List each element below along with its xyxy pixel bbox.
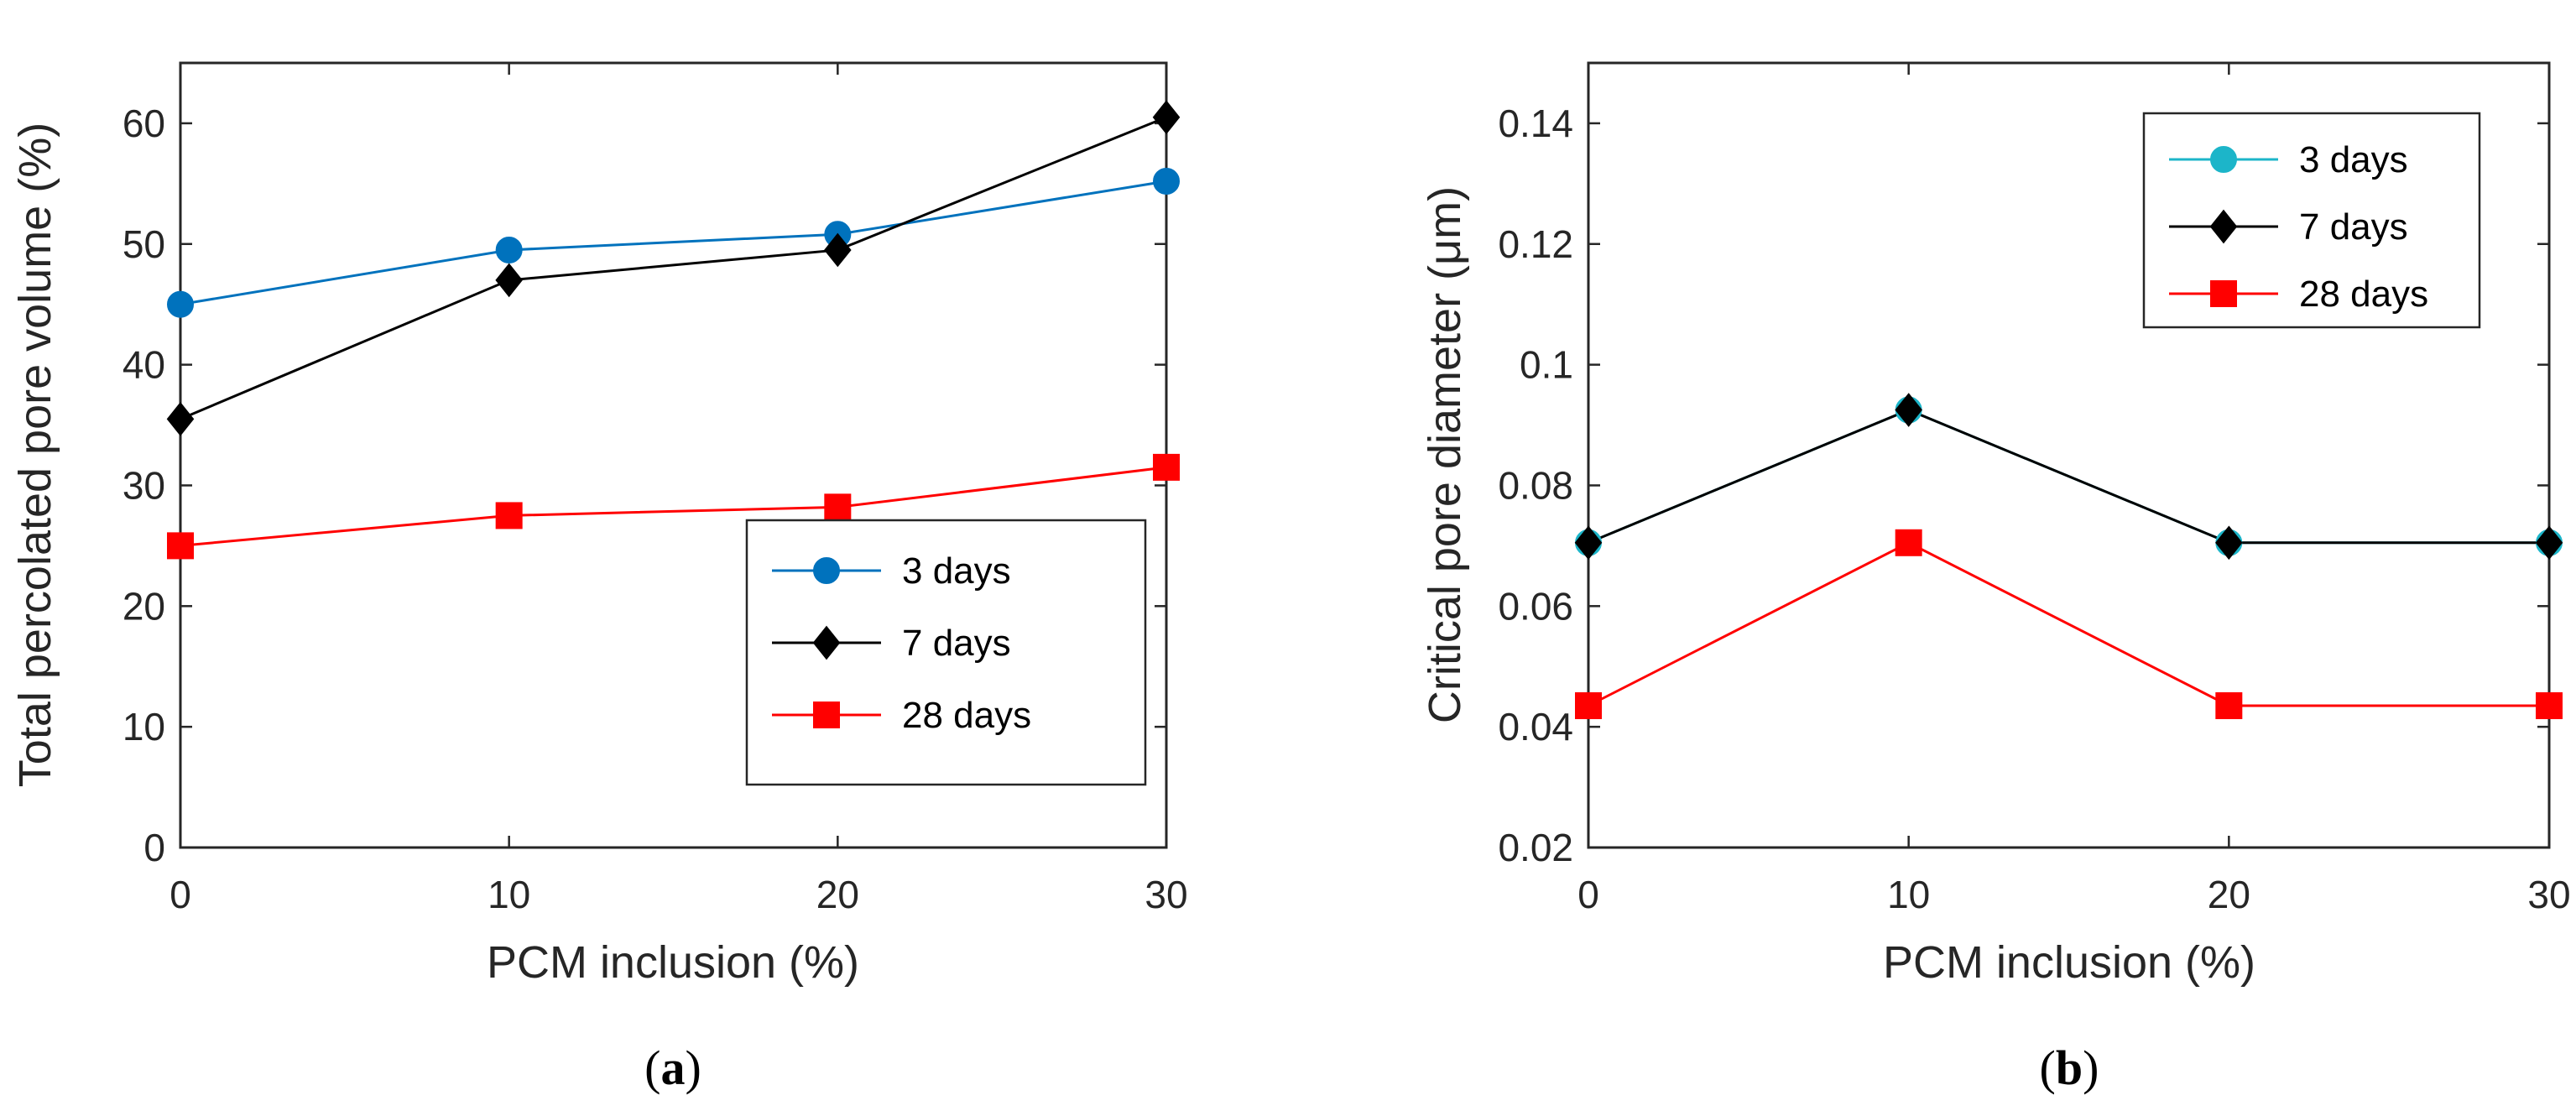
chart-b-caption: (b) [2040, 1041, 2099, 1095]
y-tick-label: 0.14 [1498, 102, 1573, 145]
data-point-3-days [1153, 167, 1180, 195]
x-tick-label: 10 [1887, 873, 1930, 916]
x-tick-label: 10 [488, 873, 530, 916]
y-tick-label: 0.06 [1498, 584, 1573, 628]
legend-marker [2210, 146, 2237, 173]
chart-a-caption: (a) [644, 1041, 701, 1095]
data-point-28-days [2215, 691, 2243, 719]
data-point-7-days [1895, 393, 1922, 427]
legend-label: 28 days [2299, 274, 2428, 315]
data-point-3-days [495, 236, 523, 263]
y-tick-label: 0.04 [1498, 705, 1573, 748]
legend-marker [813, 702, 840, 728]
chart-b-y-axis-label: Critical pore diameter (μm) [1420, 186, 1470, 723]
legend-label: 3 days [902, 550, 1011, 592]
chart-a-y-axis-label: Total percolated pore volume (%) [10, 123, 60, 787]
series-line-7-days [180, 116, 1167, 420]
y-tick-label: 0.12 [1498, 222, 1573, 266]
legend-marker [813, 557, 840, 584]
y-tick-label: 0.08 [1498, 463, 1573, 507]
data-point-28-days [1895, 529, 1922, 556]
series-line-28-days [1588, 541, 2549, 707]
chart-b: 0.02 0.04 0.06 0.08 0.1 0.12 0.14 0 10 20 30 PCM … [1420, 61, 2571, 1095]
data-point-7-days [2215, 525, 2243, 561]
data-point-28-days [2536, 691, 2563, 719]
y-tick-label: 60 [123, 102, 165, 145]
chart-b-x-axis: 0 10 20 30 [1577, 63, 2571, 916]
y-tick-label: 0 [143, 826, 165, 869]
series-line-3-days [180, 180, 1167, 306]
data-point-28-days [824, 493, 852, 521]
y-tick-label: 20 [123, 584, 165, 628]
legend-label: 7 days [2299, 206, 2408, 248]
data-point-28-days [1575, 691, 1602, 719]
legend-marker [812, 625, 841, 660]
data-point-7-days [2535, 525, 2563, 561]
chart-a-x-axis-label: PCM inclusion (%) [487, 937, 859, 988]
data-point-28-days [495, 502, 523, 529]
data-point-3-days [167, 290, 194, 318]
x-tick-label: 0 [169, 873, 191, 916]
x-tick-label: 20 [2208, 873, 2250, 916]
data-point-7-days [166, 401, 195, 436]
y-tick-label: 30 [123, 463, 165, 507]
data-point-7-days [824, 232, 852, 268]
chart-a-y-axis: 0 10 20 30 40 50 60 [123, 102, 1166, 869]
chart-a-legend-box [745, 519, 1147, 786]
chart-a-x-axis: 0 10 20 30 [169, 63, 1188, 916]
x-tick-label: 30 [2527, 873, 2570, 916]
series-line-28-days [180, 466, 1167, 547]
legend-label: 28 days [902, 695, 1031, 736]
y-tick-label: 50 [123, 222, 165, 266]
x-tick-label: 0 [1577, 873, 1599, 916]
chart-b-x-axis-label: PCM inclusion (%) [1883, 937, 2255, 988]
chart-b-series [1574, 393, 2563, 719]
x-tick-label: 30 [1145, 873, 1187, 916]
legend-label: 3 days [2299, 139, 2408, 180]
y-tick-label: 40 [123, 343, 165, 387]
legend-label: 7 days [902, 623, 1011, 664]
x-tick-label: 20 [816, 873, 859, 916]
data-point-7-days [495, 263, 523, 298]
y-tick-label: 10 [123, 705, 165, 748]
legend-marker [2209, 209, 2238, 244]
data-point-7-days [1574, 525, 1603, 561]
legend-marker [2210, 280, 2237, 307]
series-line-7-days [1588, 408, 2549, 545]
chart-b-legend-box [2142, 112, 2481, 329]
data-point-28-days [167, 532, 194, 560]
y-tick-label: 0.02 [1498, 826, 1573, 869]
chart-b-y-axis: 0.02 0.04 0.06 0.08 0.1 0.12 0.14 [1498, 102, 2549, 869]
data-point-28-days [1153, 453, 1180, 481]
y-tick-label: 0.1 [1520, 343, 1573, 387]
chart-a-legend: 3 days 7 days 28 days [745, 519, 1147, 786]
data-point-7-days [1152, 100, 1181, 135]
chart-a-series [166, 100, 1181, 560]
chart-b-legend: 3 days 7 days 28 days [2142, 112, 2481, 329]
